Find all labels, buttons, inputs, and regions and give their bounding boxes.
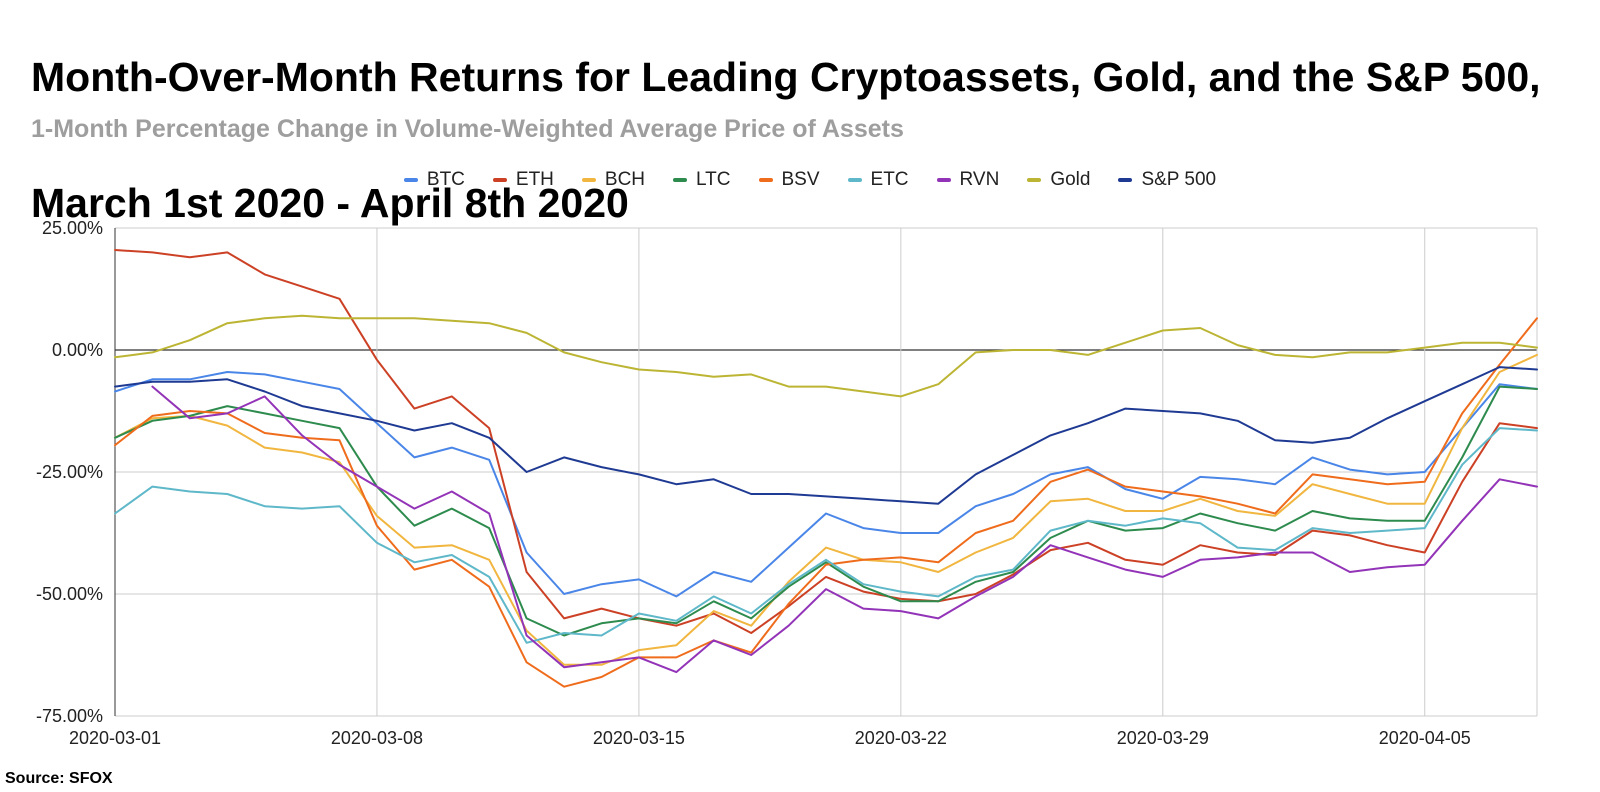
- legend-swatch: [936, 178, 951, 182]
- y-tick-label: -75.00%: [36, 706, 103, 726]
- series-line-gold: [114, 314, 1538, 398]
- x-tick-label: 2020-04-05: [1379, 728, 1471, 748]
- x-tick-label: 2020-03-15: [593, 728, 685, 748]
- x-tick-label: 2020-03-29: [1117, 728, 1209, 748]
- legend-item-eth: ETH: [492, 169, 554, 191]
- legend-swatch: [847, 178, 862, 182]
- legend-label: BTC: [426, 169, 465, 190]
- legend-swatch: [1027, 178, 1042, 182]
- series-line-s-p-500: [114, 366, 1538, 505]
- legend-label: ETH: [515, 169, 554, 190]
- chart-legend: BTC ETH BCH LTC BSV ETC RVN Gold S&P 500: [0, 166, 1600, 194]
- legend-item-bch: BCH: [581, 169, 646, 191]
- series-line-ltc: [114, 385, 1538, 637]
- series-line-bch: [114, 353, 1538, 666]
- chart-title-line-2: March 1st 2020 - April 8th 2020: [31, 180, 629, 226]
- legend-swatch: [758, 178, 773, 182]
- series-layer: [114, 249, 1538, 688]
- legend-label: BSV: [781, 169, 820, 190]
- legend-item-rvn: RVN: [936, 169, 1000, 191]
- chart-title: Month-Over-Month Returns for Leading Cry…: [31, 14, 1551, 224]
- x-tick-label: 2020-03-08: [331, 728, 423, 748]
- series-line-etc: [114, 427, 1538, 644]
- legend-label: LTC: [696, 169, 731, 190]
- legend-item-s-p-500: S&P 500: [1118, 169, 1216, 191]
- legend-swatch: [492, 178, 507, 182]
- legend-item-gold: Gold: [1027, 169, 1090, 191]
- grid-layer: [114, 227, 1538, 717]
- legend-item-etc: ETC: [847, 169, 909, 191]
- series-line-rvn: [151, 385, 1538, 674]
- legend-label: RVN: [959, 169, 1000, 190]
- legend-swatch: [403, 178, 418, 182]
- legend-item-ltc: LTC: [673, 169, 731, 191]
- legend-swatch: [581, 178, 596, 182]
- series-line-btc: [114, 371, 1538, 598]
- legend-label: Gold: [1050, 169, 1091, 190]
- chart-title-line-1: Month-Over-Month Returns for Leading Cry…: [31, 54, 1541, 100]
- legend-swatch: [1118, 178, 1133, 182]
- x-tick-label: 2020-03-01: [69, 728, 161, 748]
- chart-subtitle: 1-Month Percentage Change in Volume-Weig…: [31, 115, 904, 143]
- legend-item-btc: BTC: [403, 169, 465, 191]
- legend-label: BCH: [604, 169, 646, 190]
- legend-item-bsv: BSV: [758, 169, 820, 191]
- legend-label: S&P 500: [1141, 169, 1217, 190]
- source-note: Source: SFOX: [5, 770, 113, 787]
- axis-label-layer: 25.00%0.00%-25.00%-50.00%-75.00%2020-03-…: [36, 218, 1471, 748]
- y-tick-label: 25.00%: [42, 218, 103, 238]
- legend-swatch: [673, 178, 688, 182]
- x-tick-label: 2020-03-22: [855, 728, 947, 748]
- y-tick-label: -50.00%: [36, 584, 103, 604]
- y-tick-label: -25.00%: [36, 462, 103, 482]
- y-tick-label: 0.00%: [52, 340, 103, 360]
- legend-label: ETC: [870, 169, 909, 190]
- series-line-bsv: [114, 317, 1538, 688]
